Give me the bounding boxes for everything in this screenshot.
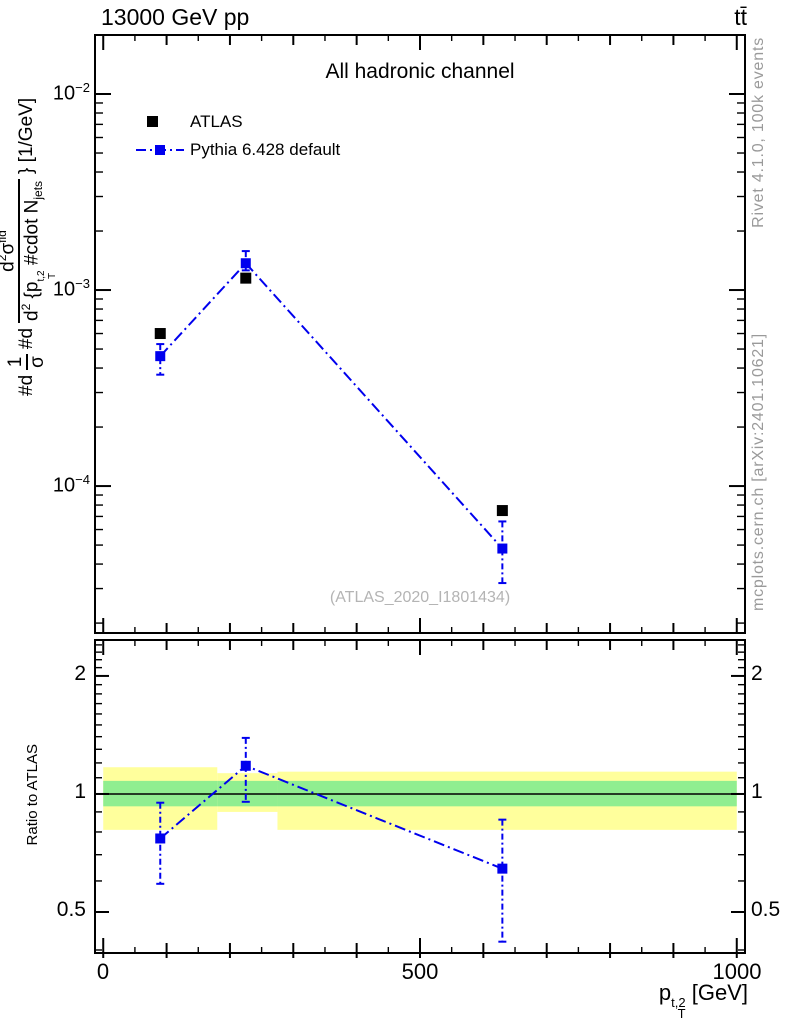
ratio-tick-05-right: 0.5	[751, 898, 781, 921]
ytick-1e-3: 10−3	[52, 276, 90, 301]
beam-energy-title: 13000 GeV pp	[101, 4, 250, 30]
ratio-tick-1-right: 1	[751, 780, 763, 803]
xtick-1000: 1000	[712, 959, 762, 984]
mcplots-source-text: mcplots.cern.ch [arXiv:2401.10621]	[750, 333, 767, 612]
ytick-1e-4: 10−4	[52, 472, 90, 497]
xtick-0: 0	[96, 959, 110, 984]
plot-title: All hadronic channel	[325, 60, 515, 83]
ratio-tick-1-left: 1	[74, 780, 86, 803]
x-axis-label: p t,2 T [GeV]	[658, 980, 748, 1021]
process-title: tt̄	[734, 4, 747, 30]
ratio-y-axis-label: Ratio to ATLAS	[24, 744, 41, 846]
ratio-tick-2-left: 2	[74, 662, 86, 685]
xtick-500: 500	[401, 959, 439, 984]
legend-label-atlas: ATLAS	[190, 112, 243, 131]
ratio-tick-05-left: 0.5	[56, 898, 86, 921]
ytick-1e-2: 10−2	[52, 80, 90, 105]
legend-label-pythia: Pythia 6.428 default	[190, 140, 341, 159]
analysis-watermark: (ATLAS_2020_I1801434)	[329, 589, 511, 606]
rivet-version-text: Rivet 4.1.0, 100k events	[750, 37, 767, 228]
ratio-tick-2-right: 2	[751, 662, 763, 685]
main-y-axis-label: #d1σ#dd2σfidd2 {pt,2T #cdot Njets} [1/Ge…	[0, 36, 58, 396]
